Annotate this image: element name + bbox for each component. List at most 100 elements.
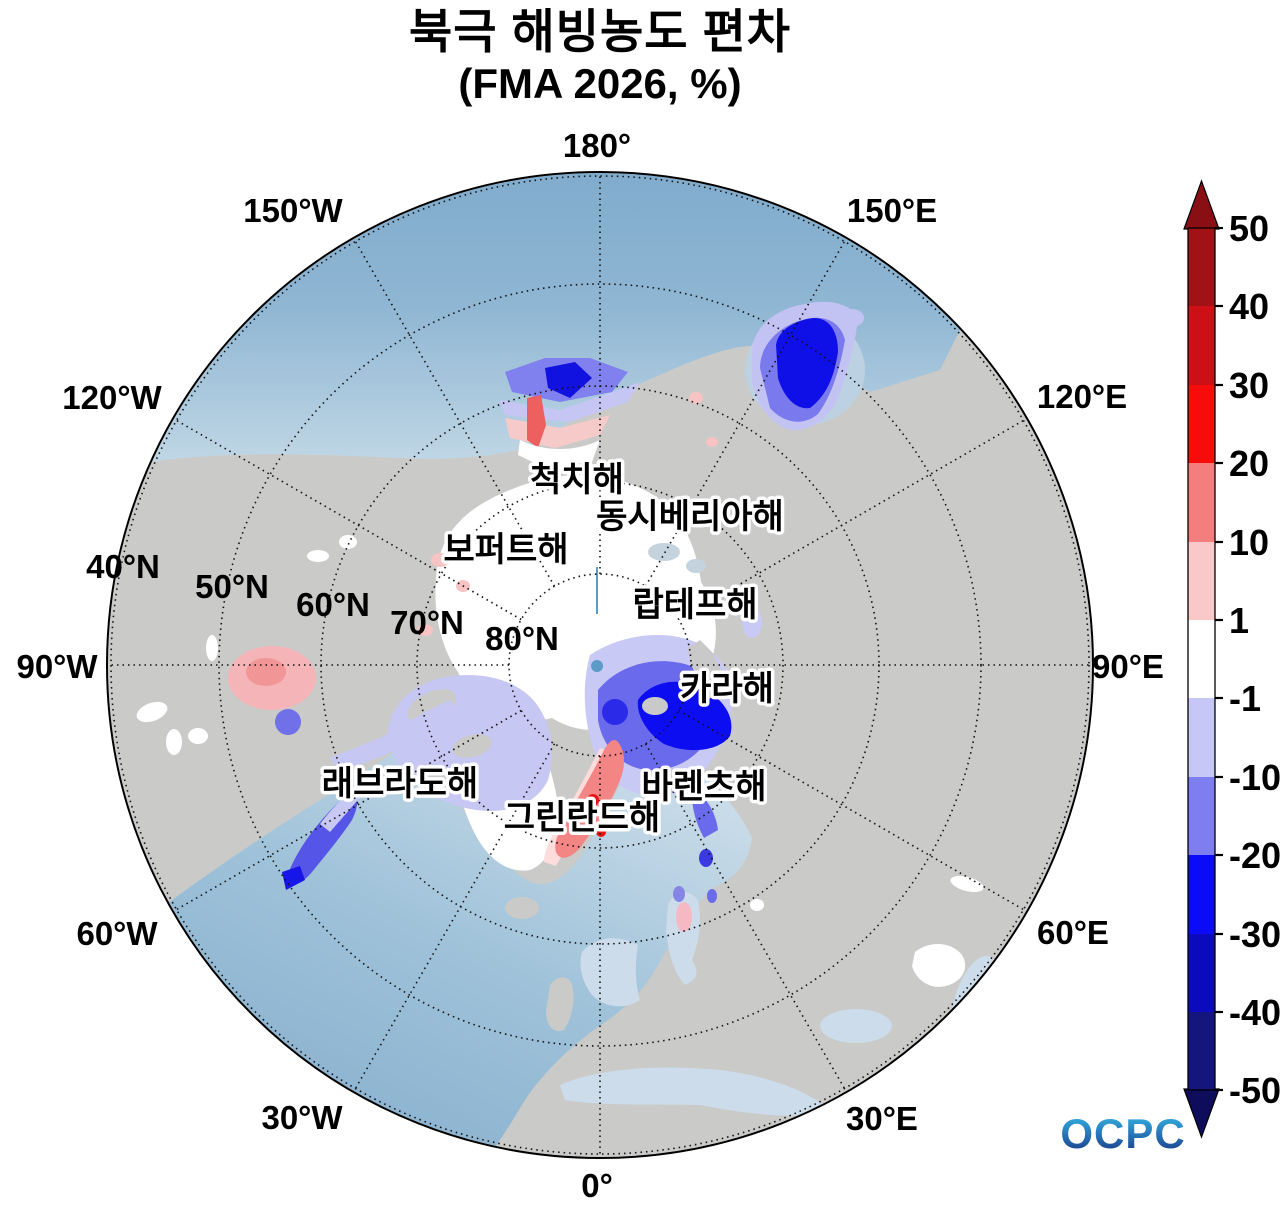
- anomaly-hudson-salmon: [246, 658, 286, 686]
- graticule: [108, 173, 1092, 1157]
- colorbar-tick-50: 50: [1229, 208, 1269, 249]
- colorbar-tick-m40: -40: [1229, 992, 1281, 1033]
- colorbar-segment: [1188, 777, 1215, 855]
- chart-title: 북극 해빙농도 편차: [408, 5, 792, 58]
- colorbar-segment: [1188, 306, 1215, 385]
- aral-caspian-lakes: [912, 944, 966, 987]
- anomaly-hudson-lavender-arm: [330, 700, 458, 772]
- anomaly-barents-dot1: [699, 849, 713, 867]
- colorbar-tick-m10: -10: [1229, 757, 1281, 798]
- pacific-ocean: [108, 173, 1000, 470]
- great-bear-lake: [339, 535, 357, 549]
- map-boundary: [106, 171, 1094, 1159]
- meridian-line: [172, 417, 522, 621]
- colorbar-tick-m30: -30: [1229, 914, 1281, 955]
- lake-huron: [188, 728, 208, 744]
- meridian-line: [352, 743, 556, 1093]
- sea-label-beaufort: 보퍼트해: [443, 531, 568, 569]
- longitude-label-120w: 120°W: [62, 379, 162, 416]
- longitude-label-0: 0°: [581, 1167, 613, 1204]
- sea-label-barents: 바렌츠해: [641, 768, 766, 806]
- latitude-label-40n: 40°N: [86, 548, 160, 585]
- mediterranean-sea: [560, 1067, 830, 1116]
- longitude-label-90w: 90°W: [16, 648, 98, 685]
- latitude-circle-70n: [416, 481, 784, 849]
- meridian-line: [644, 743, 848, 1093]
- anomaly-baltic-blue: [673, 886, 685, 902]
- colorbar-segment: [1188, 463, 1215, 542]
- anomaly-laptev-lavender2: [648, 543, 680, 561]
- colorbar-tick-30: 30: [1229, 365, 1269, 406]
- ocpc-logo: OCPC: [1060, 1110, 1185, 1157]
- anomaly-beaufort-pink3: [417, 624, 433, 636]
- colorbar-tick-m1: -1: [1229, 678, 1261, 719]
- anomaly-barents-tail: [692, 792, 718, 838]
- lake-ladoga: [750, 899, 764, 911]
- sea-label-east-siberian: 동시베리아해: [596, 498, 784, 536]
- colorbar-segment: [1188, 385, 1215, 463]
- colorbar-outline: [1187, 227, 1216, 1091]
- colorbar-segment: [1188, 934, 1215, 1012]
- longitude-label-60e: 60°E: [1037, 914, 1109, 951]
- longitude-label-30e: 30°E: [846, 1100, 918, 1137]
- anomaly-labrador-fringe: [320, 782, 366, 832]
- lake-superior: [136, 701, 168, 723]
- anomaly-baltic-pink: [676, 902, 692, 932]
- longitude-label-30w: 30°W: [261, 1099, 343, 1136]
- lake-winnipeg: [206, 635, 218, 661]
- pole-marker: [591, 660, 603, 672]
- colorbar-segment: [1188, 1012, 1215, 1090]
- colorbar-tick-m20: -20: [1229, 835, 1281, 876]
- longitude-label-90e: 90°E: [1092, 648, 1164, 685]
- archipelago-island: [424, 767, 456, 785]
- archipelago-island: [452, 734, 492, 758]
- colorbar-tickmarks: [1215, 226, 1223, 1092]
- lake-michigan: [166, 729, 182, 755]
- sea-label-laptev: 랍테프해: [632, 586, 757, 624]
- bering-ice-fringe: [518, 440, 600, 468]
- anomaly-laptev-lavender1: [742, 606, 762, 638]
- colorbar-segment: [1188, 855, 1215, 934]
- colorbar: 50 40 30 20 10 1 -1 -10 -20 -30 -40 -50: [1183, 179, 1281, 1139]
- latitude-circle-40n: [110, 175, 1090, 1155]
- black-sea: [820, 1009, 892, 1043]
- anomaly-laptev-lavender3: [686, 559, 706, 573]
- sea-label-greenland: 그린란드해: [504, 799, 660, 837]
- novaya-zemlya-island: [688, 640, 722, 700]
- colorbar-segment: [1188, 542, 1215, 620]
- anomaly-laptev-pink2: [706, 437, 718, 447]
- anomaly-okhotsk-tail: [840, 309, 864, 327]
- anomaly-beaufort-pink1: [431, 553, 449, 567]
- great-slave-lake: [307, 550, 329, 562]
- chart-subtitle: (FMA 2026, %): [458, 59, 742, 107]
- anomaly-hudson-blue: [275, 709, 301, 735]
- colorbar-tick-10: 10: [1229, 522, 1269, 563]
- anomaly-okhotsk-core: [776, 318, 838, 409]
- north-sea: [580, 938, 640, 1007]
- anomaly-greenland-red1: [587, 794, 599, 806]
- latitude-label-50n: 50°N: [195, 568, 269, 605]
- colorbar-segment: [1188, 698, 1215, 777]
- longitude-label-150e: 150°E: [847, 192, 937, 229]
- anomaly-bering-red: [527, 395, 546, 448]
- anomaly-greenland-red2: [596, 827, 606, 837]
- longitude-label-120e: 120°E: [1037, 378, 1127, 415]
- british-isles: [546, 977, 574, 1032]
- meridian-line: [352, 237, 556, 587]
- meridian-line: [678, 417, 1028, 621]
- colorbar-arrow-top: [1183, 179, 1220, 230]
- anomaly-laptev-pink1: [689, 392, 703, 404]
- anomaly-barents-core-west: [602, 699, 628, 725]
- sea-label-kara: 카라해: [680, 670, 774, 708]
- meridian-line: [644, 237, 848, 587]
- svalbard-island: [642, 697, 668, 715]
- longitude-label-150w: 150°W: [243, 192, 343, 229]
- colorbar-tick-20: 20: [1229, 443, 1269, 484]
- chart-title-block: 북극 해빙농도 편차 (FMA 2026, %): [0, 6, 1200, 110]
- latitude-label-60n: 60°N: [296, 586, 370, 623]
- meridian-line: [678, 709, 1028, 913]
- colorbar-arrow-bottom: [1183, 1088, 1220, 1139]
- latitude-circle-50n: [218, 283, 982, 1047]
- colorbar-tick-m50: -50: [1229, 1070, 1281, 1111]
